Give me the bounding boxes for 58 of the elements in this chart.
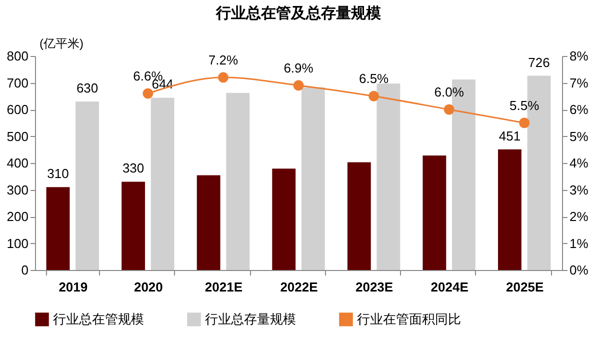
bar <box>76 101 99 270</box>
bar <box>422 156 446 270</box>
bar <box>376 84 400 270</box>
y-tick-label: 400 <box>6 156 28 170</box>
y-tick-label: 600 <box>6 102 28 117</box>
chart-title: 行业总在管及总存量规模 <box>215 5 382 22</box>
data-label: 5.5% <box>510 98 540 113</box>
y2-tick-label: 8% <box>570 48 589 64</box>
data-label: 6.5% <box>358 71 390 86</box>
x-tick-label: 2023E <box>355 280 394 294</box>
legend-label: 行业总存量规模 <box>205 311 296 326</box>
bar <box>122 182 145 270</box>
y-tick-label: 100 <box>6 236 28 251</box>
bar <box>150 98 174 270</box>
y-tick-label: 0 <box>21 262 28 278</box>
point <box>293 80 304 91</box>
x-tick-label: 2022E <box>280 280 318 294</box>
y2-tick-label: 2% <box>570 209 589 224</box>
bar <box>498 149 522 270</box>
bar <box>347 162 371 270</box>
y2-tick-label: 6% <box>570 102 589 117</box>
y-tick-label: 300 <box>6 182 28 198</box>
x-tick-label: 2021E <box>204 280 243 294</box>
point <box>444 104 454 115</box>
y-tick-label: 700 <box>6 75 28 90</box>
legend-label: 行业在管面积同比 <box>357 311 461 326</box>
x-tick-label: 2025E <box>506 280 544 294</box>
data-label: 630 <box>76 80 98 96</box>
y-tick-label: 500 <box>6 128 28 144</box>
data-label: 451 <box>498 128 521 144</box>
data-label: 7.2% <box>208 52 238 68</box>
y2-tick-label: 5% <box>570 128 589 144</box>
y2-tick-label: 4% <box>570 156 589 170</box>
legend-label: 行业总在管规模 <box>53 311 144 326</box>
bar <box>46 187 70 270</box>
data-label: 330 <box>122 160 144 176</box>
bar <box>226 92 250 270</box>
x-tick-label: 2024E <box>430 280 469 294</box>
y2-tick-label: 1% <box>570 236 589 251</box>
data-label: 310 <box>47 166 69 182</box>
bar <box>272 168 296 270</box>
y-axis-title: (亿平米) <box>40 36 84 50</box>
y2-tick-label: 0% <box>570 262 589 278</box>
x-tick-label: 2019 <box>58 280 88 294</box>
data-label: 6.0% <box>434 84 464 100</box>
x-tick-label: 2020 <box>134 280 163 294</box>
point <box>519 118 530 128</box>
data-label: 726 <box>528 54 550 70</box>
data-label: 6.9% <box>284 60 314 76</box>
y-tick-label: 200 <box>6 209 28 224</box>
bar <box>196 175 220 270</box>
y-tick-label: 800 <box>6 48 28 64</box>
bar <box>301 87 325 270</box>
point <box>218 72 228 83</box>
point <box>368 90 380 102</box>
point <box>142 88 154 99</box>
y2-tick-label: 3% <box>570 182 589 198</box>
y2-tick-label: 7% <box>570 75 589 90</box>
